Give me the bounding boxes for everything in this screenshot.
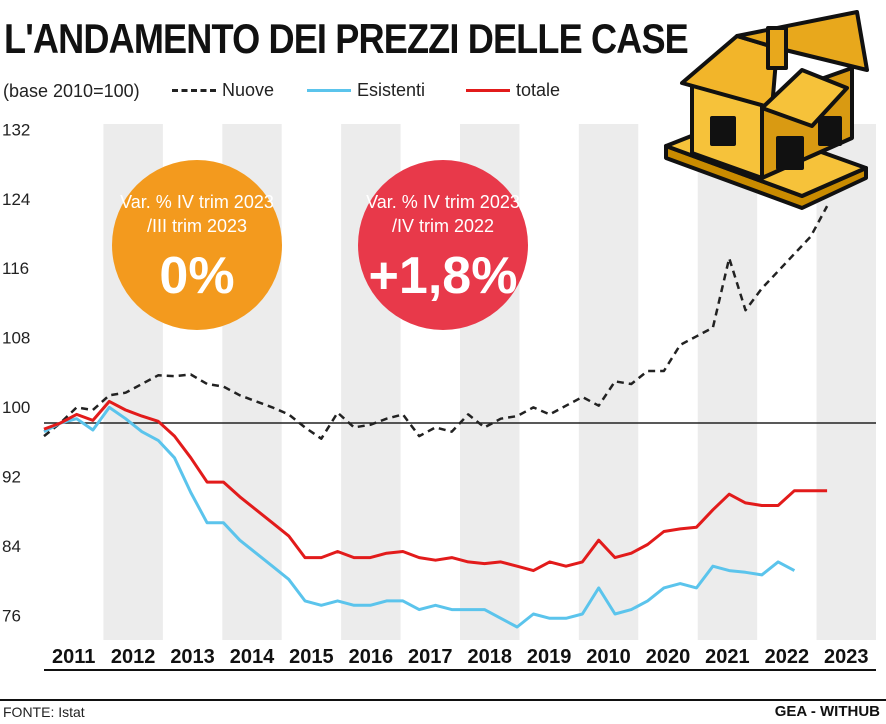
- x-tick-label: 2012: [111, 646, 156, 668]
- y-tick-label: 132: [2, 120, 30, 139]
- y-tick-label: 84: [2, 537, 21, 556]
- series-line-nuove: [43, 205, 829, 440]
- legend-item-nuove: Nuove: [172, 80, 274, 101]
- bubble-quarterly-change: Var. % IV trim 2023 /III trim 2023 0%: [112, 160, 282, 330]
- year-band: [578, 124, 639, 640]
- x-tick-label: 2022: [765, 646, 810, 668]
- y-tick-label: 76: [2, 606, 21, 625]
- y-tick-label: 116: [2, 259, 29, 278]
- x-tick-label: 2011: [52, 646, 95, 668]
- legend-label-nuove: Nuove: [222, 80, 275, 100]
- legend-swatch-nuove: [172, 89, 216, 92]
- year-band: [816, 124, 876, 640]
- y-tick-label: 108: [2, 329, 30, 348]
- y-tick-label: 124: [2, 190, 30, 209]
- x-tick-label: 2020: [646, 646, 691, 668]
- axis-group: 76 84 92 100 108 116 124 132 2011 2012 2013 2014 201…: [0, 120, 886, 701]
- x-tick-label: 2018: [467, 646, 512, 668]
- legend-item-totale: totale: [466, 80, 560, 101]
- base-label: (base 2010=100): [3, 81, 140, 101]
- legend-item-esistenti: Esistenti: [307, 80, 425, 101]
- bubble-quarterly-label: Var. % IV trim 2023 /III trim 2023: [120, 192, 274, 236]
- bubble-quarterly-value: 0%: [159, 247, 235, 305]
- bubble-yearly-change: Var. % IV trim 2023 /IV trim 2022 +1,8%: [358, 160, 528, 330]
- x-tick-label: 2013: [170, 646, 215, 668]
- series-line-esistenti: [43, 405, 796, 629]
- legend-label-totale: totale: [516, 80, 561, 100]
- x-tick-label: 2023: [824, 646, 869, 668]
- x-tick-label: 2016: [349, 646, 394, 668]
- house-icon: [664, 10, 869, 210]
- y-tick-label: 92: [2, 467, 21, 486]
- legend-swatch-totale: [466, 89, 510, 92]
- footer-credit: GEA - WITHUB: [774, 703, 880, 720]
- x-tick-label: 2015: [289, 646, 334, 668]
- legend-label-esistenti: Esistenti: [357, 80, 426, 100]
- x-tick-label: 2010: [586, 646, 631, 668]
- legend-swatch-esistenti: [307, 89, 351, 92]
- footer-source: FONTE: Istat: [3, 704, 85, 720]
- x-tick-label: 2014: [230, 646, 275, 668]
- year-band: [697, 124, 758, 640]
- x-tick-label: 2019: [527, 646, 572, 668]
- page-title: L'ANDAMENTO DEI PREZZI DELLE CASE: [4, 15, 689, 62]
- series-line-totale: [43, 399, 828, 573]
- x-tick-label: 2017: [408, 646, 453, 668]
- x-tick-label: 2021: [705, 646, 750, 668]
- bubble-yearly-value: +1,8%: [368, 247, 518, 305]
- series-lines: [43, 205, 829, 629]
- bubble-yearly-label: Var. % IV trim 2023 /IV trim 2022: [366, 192, 520, 236]
- y-tick-label: 100: [2, 398, 30, 417]
